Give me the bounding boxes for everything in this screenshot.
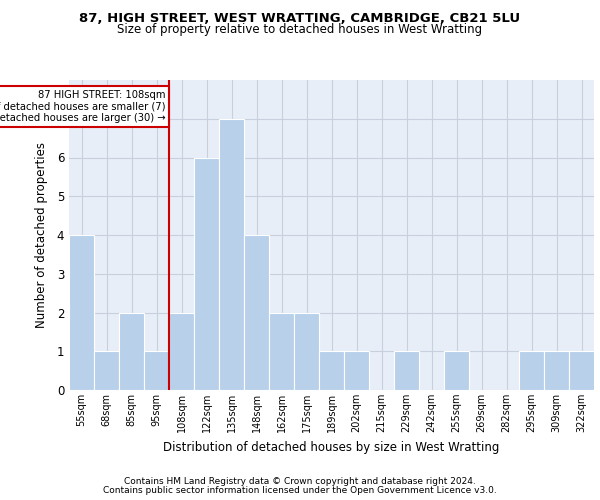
Bar (69, 235, 94, 390)
Bar (244, 235, 269, 390)
Y-axis label: Number of detached properties: Number of detached properties (35, 142, 49, 328)
Bar (344, 351, 369, 390)
X-axis label: Distribution of detached houses by size in West Wratting: Distribution of detached houses by size … (163, 440, 500, 454)
Bar (319, 351, 344, 390)
Bar (119, 312, 144, 390)
Bar (519, 351, 544, 390)
Bar (394, 351, 419, 390)
Text: Size of property relative to detached houses in West Wratting: Size of property relative to detached ho… (118, 22, 482, 36)
Bar (294, 312, 319, 390)
Bar (144, 351, 169, 390)
Bar (444, 351, 469, 390)
Bar (544, 351, 569, 390)
Bar (569, 351, 594, 390)
Text: 87 HIGH STREET: 108sqm
← 19% of detached houses are smaller (7)
81% of semi-deta: 87 HIGH STREET: 108sqm ← 19% of detached… (0, 90, 165, 123)
Bar (219, 118, 244, 390)
Bar (269, 312, 294, 390)
Text: Contains public sector information licensed under the Open Government Licence v3: Contains public sector information licen… (103, 486, 497, 495)
Bar (94, 351, 119, 390)
Bar (169, 312, 194, 390)
Text: 87, HIGH STREET, WEST WRATTING, CAMBRIDGE, CB21 5LU: 87, HIGH STREET, WEST WRATTING, CAMBRIDG… (79, 12, 521, 26)
Text: Contains HM Land Registry data © Crown copyright and database right 2024.: Contains HM Land Registry data © Crown c… (124, 477, 476, 486)
Bar (194, 158, 219, 390)
